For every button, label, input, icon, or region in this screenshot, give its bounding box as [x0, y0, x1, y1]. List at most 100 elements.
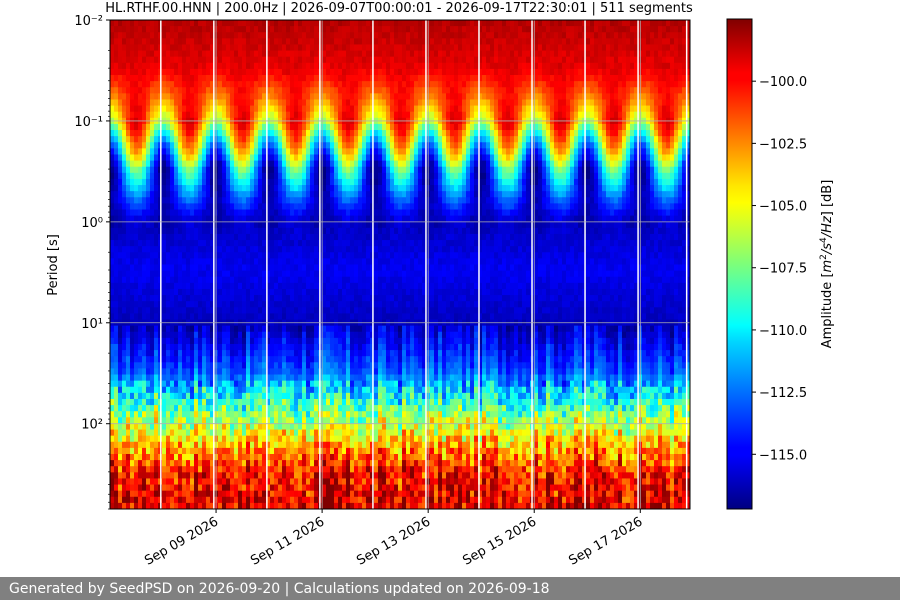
heatmap-cell — [282, 343, 287, 351]
heatmap-cell — [146, 258, 151, 266]
heatmap-cell — [262, 337, 267, 345]
heatmap-cell — [206, 227, 211, 235]
heatmap-cell — [250, 411, 255, 418]
heatmap-cell — [314, 453, 319, 461]
heatmap-cell — [146, 26, 151, 33]
heatmap-cell — [178, 490, 183, 498]
heatmap-cell — [134, 350, 139, 357]
heatmap-cell — [330, 307, 335, 314]
heatmap-cell — [302, 380, 307, 388]
heatmap-cell — [346, 123, 351, 131]
heatmap-cell — [306, 466, 311, 473]
heatmap-cell — [126, 362, 131, 370]
heatmap-cell — [278, 93, 283, 101]
heatmap-cell — [162, 502, 167, 509]
heatmap-cell — [150, 478, 155, 486]
heatmap-cell — [254, 240, 259, 247]
heatmap-cell — [130, 38, 135, 46]
heatmap-cell — [242, 38, 247, 46]
heatmap-cell — [330, 142, 335, 149]
heatmap-cell — [222, 264, 227, 272]
heatmap-cell — [354, 441, 359, 449]
heatmap-cell — [290, 282, 295, 290]
heatmap-cell — [190, 386, 195, 394]
heatmap-cell — [278, 209, 283, 217]
heatmap-cell — [126, 227, 131, 235]
heatmap-cell — [254, 435, 259, 443]
heatmap-cell — [138, 68, 143, 76]
heatmap-cell — [206, 178, 211, 186]
heatmap-cell — [142, 496, 147, 504]
heatmap-cell — [346, 246, 351, 253]
heatmap-cell — [110, 68, 115, 76]
heatmap-cell — [226, 411, 231, 418]
heatmap-cell — [254, 154, 259, 162]
heatmap-cell — [110, 264, 115, 272]
heatmap-cell — [122, 282, 127, 290]
heatmap-cell — [134, 392, 139, 400]
heatmap-cell — [110, 160, 115, 168]
heatmap-cell — [138, 56, 143, 64]
heatmap-cell — [178, 374, 183, 382]
heatmap-cell — [138, 472, 143, 480]
heatmap-cell — [338, 350, 343, 357]
heatmap-cell — [218, 130, 223, 137]
heatmap-cell — [150, 246, 155, 253]
heatmap-cell — [166, 496, 171, 504]
heatmap-cell — [226, 68, 231, 76]
heatmap-cell — [186, 172, 191, 180]
heatmap-cell — [254, 68, 259, 76]
heatmap-cell — [178, 246, 183, 253]
heatmap-cell — [246, 362, 251, 370]
heatmap-cell — [342, 26, 347, 33]
heatmap-cell — [326, 429, 331, 437]
heatmap-cell — [350, 392, 355, 400]
heatmap-cell — [350, 20, 355, 27]
heatmap-cell — [150, 81, 155, 88]
heatmap-cell — [206, 209, 211, 217]
heatmap-cell — [198, 350, 203, 357]
heatmap-cell — [290, 38, 295, 46]
heatmap-cell — [178, 178, 183, 186]
heatmap-cell — [134, 160, 139, 168]
heatmap-cell — [282, 386, 287, 394]
heatmap-cell — [178, 93, 183, 101]
heatmap-cell — [194, 209, 199, 217]
heatmap-cell — [250, 264, 255, 272]
heatmap-cell — [146, 136, 151, 143]
heatmap-cell — [222, 368, 227, 376]
heatmap-cell — [266, 44, 271, 52]
heatmap-cell — [242, 343, 247, 351]
heatmap-cell — [262, 405, 267, 412]
heatmap-cell — [150, 252, 155, 259]
heatmap-cell — [286, 105, 291, 113]
heatmap-cell — [274, 490, 279, 498]
heatmap-cell — [346, 288, 351, 296]
heatmap-cell — [306, 197, 311, 204]
heatmap-cell — [258, 478, 263, 486]
heatmap-cell — [190, 44, 195, 52]
heatmap-cell — [242, 295, 247, 302]
heatmap-cell — [126, 447, 131, 455]
heatmap-cell — [142, 81, 147, 88]
heatmap-cell — [198, 81, 203, 88]
heatmap-cell — [338, 20, 343, 27]
heatmap-cell — [134, 38, 139, 46]
heatmap-cell — [346, 374, 351, 382]
heatmap-cell — [282, 44, 287, 52]
heatmap-cell — [310, 343, 315, 351]
heatmap-cell — [202, 227, 207, 235]
heatmap-cell — [198, 99, 203, 107]
heatmap-cell — [274, 221, 279, 229]
heatmap-cell — [242, 252, 247, 259]
heatmap-cell — [350, 466, 355, 473]
heatmap-cell — [238, 130, 243, 137]
heatmap-cell — [262, 130, 267, 137]
heatmap-cell — [218, 472, 223, 480]
heatmap-cell — [286, 362, 291, 370]
heatmap-cell — [350, 246, 355, 253]
heatmap-cell — [114, 246, 119, 253]
heatmap-cell — [282, 32, 287, 39]
heatmap-cell — [242, 178, 247, 186]
heatmap-cell — [294, 374, 299, 382]
